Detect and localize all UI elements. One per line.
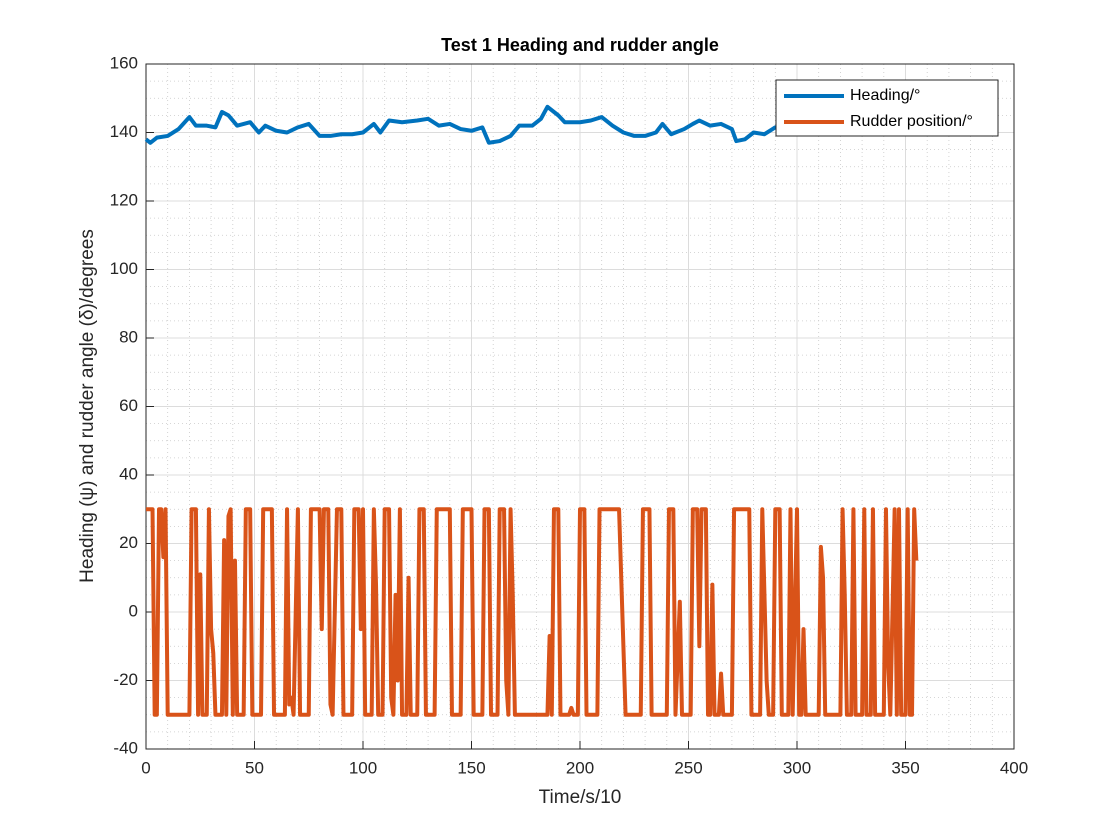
legend-label: Rudder position/° [850,113,973,130]
x-tick-label: 0 [141,758,150,777]
plot-frame [145,63,1015,750]
x-tick-label: 100 [349,758,377,777]
legend-label: Heading/° [850,87,920,104]
x-tick-label: 300 [783,758,811,777]
x-tick-label: 400 [1000,758,1028,777]
y-axis-label: Heading (ψ) and rudder angle (δ)/degrees [77,229,98,583]
y-tick-label: 160 [110,53,138,72]
y-tick-label: 20 [119,533,138,552]
y-tick-label: 80 [119,327,138,346]
y-tick-label: 140 [110,122,138,141]
legend-box [775,79,999,137]
y-tick-label: 0 [129,601,138,620]
y-tick-label: 100 [110,259,138,278]
x-tick-label: 350 [891,758,919,777]
x-tick-label: 250 [674,758,702,777]
x-tick-label: 200 [566,758,594,777]
x-tick-label: 50 [245,758,264,777]
y-tick-label: 40 [119,464,138,483]
x-axis-label: Time/s/10 [539,787,622,808]
y-tick-label: 120 [110,190,138,209]
data-line [146,507,919,717]
y-tick-label: 60 [119,396,138,415]
y-tick-label: -20 [113,670,138,689]
chart-title: Test 1 Heading and rudder angle [441,35,719,55]
y-tick-label: -40 [113,738,138,757]
x-tick-label: 150 [457,758,485,777]
